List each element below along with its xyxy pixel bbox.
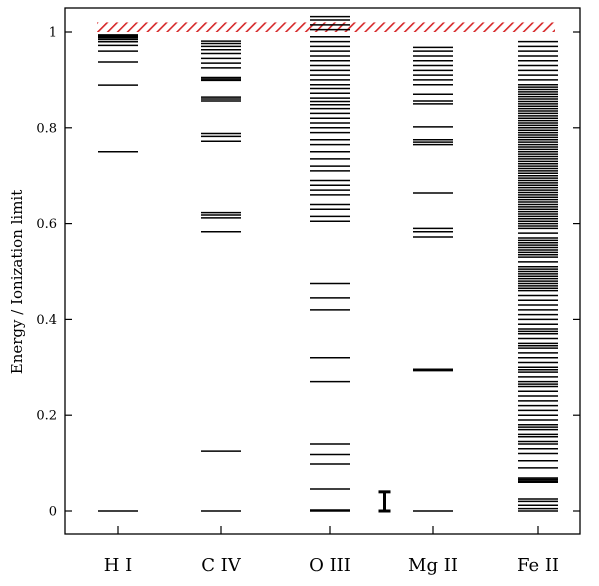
category-label: O III [309, 555, 351, 576]
x-axis-categories: H I C IV O III Mg II Fe II [104, 526, 559, 576]
level-column-c-iv [201, 40, 241, 512]
levels-layer [98, 15, 558, 512]
error-bar-layer [378, 490, 391, 513]
y-axis-label: Energy / Ionization limit [8, 190, 26, 375]
y-tick-label: 0 [49, 505, 57, 520]
category-label: Mg II [408, 555, 458, 576]
y-tick-label: 1 [49, 26, 57, 41]
level-column-mg-ii [413, 46, 453, 512]
plot-border [64, 7, 581, 535]
level-column-fe-ii [518, 40, 558, 512]
plot-frame [64, 7, 581, 535]
category-label: H I [104, 555, 133, 576]
category-label: Fe II [517, 555, 559, 576]
category-label: C IV [201, 555, 242, 576]
y-tick-label: 0.6 [36, 217, 57, 232]
level-column-o-iii [310, 15, 350, 512]
ionization-band-layer [97, 22, 555, 32]
y-tick-label: 0.8 [36, 121, 57, 136]
level-column-h-i [98, 34, 138, 512]
y-tick-label: 0.4 [36, 313, 57, 328]
y-axis-ticks: 0 0.2 0.4 0.6 0.8 1 [36, 26, 580, 520]
ionization-band [97, 22, 555, 32]
y-tick-label: 0.2 [36, 409, 57, 424]
